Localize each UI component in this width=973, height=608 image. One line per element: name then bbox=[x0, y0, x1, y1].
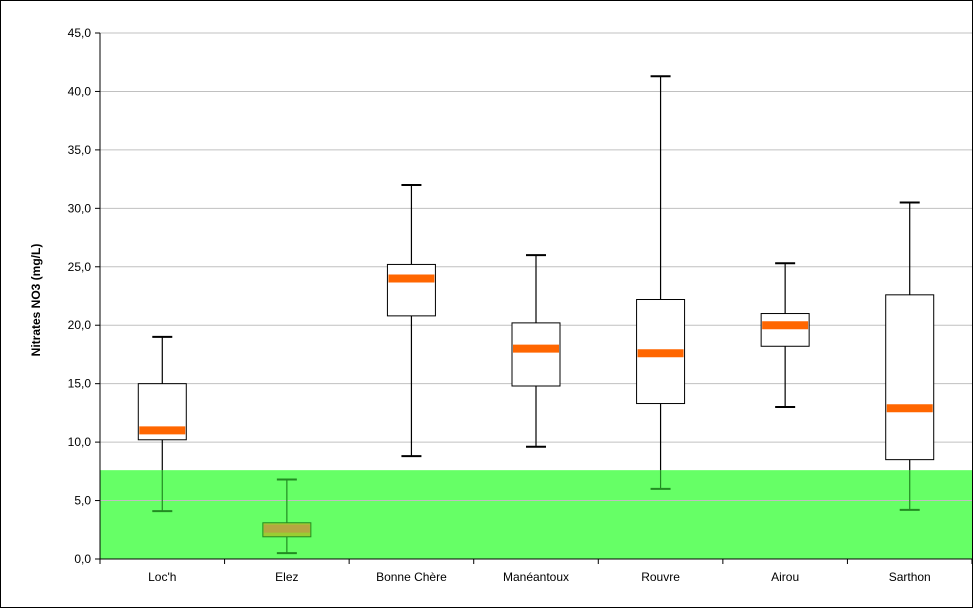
y-tick-label: 10,0 bbox=[68, 435, 92, 449]
x-tick-label: Loc'h bbox=[148, 570, 176, 584]
box-group bbox=[760, 262, 810, 409]
y-tick-label: 45,0 bbox=[68, 26, 92, 40]
iqr-box bbox=[760, 313, 810, 347]
x-tick-label: Sarthon bbox=[889, 570, 931, 584]
y-tick-label: 0,0 bbox=[74, 552, 91, 566]
iqr-box bbox=[511, 322, 561, 387]
y-tick-label: 35,0 bbox=[68, 143, 92, 157]
x-tick-label: Bonne Chère bbox=[376, 570, 447, 584]
iqr-box bbox=[386, 263, 436, 317]
x-tick-label: Rouvre bbox=[641, 570, 680, 584]
y-axis-title: Nitrates NO3 (mg/L) bbox=[29, 244, 43, 357]
box-group bbox=[262, 478, 312, 555]
y-tick-label: 40,0 bbox=[68, 84, 92, 98]
y-tick-label: 20,0 bbox=[68, 318, 92, 332]
y-tick-label: 30,0 bbox=[68, 201, 92, 215]
box-group bbox=[137, 335, 187, 513]
iqr-box bbox=[885, 294, 935, 461]
x-tick-label: Manéantoux bbox=[503, 570, 569, 584]
x-tick-label: Elez bbox=[275, 570, 298, 584]
y-tick-label: 5,0 bbox=[74, 494, 91, 508]
box-group bbox=[511, 254, 561, 448]
y-tick-label: 25,0 bbox=[68, 260, 92, 274]
x-tick-label: Airou bbox=[771, 570, 799, 584]
box-group bbox=[386, 183, 436, 458]
box-group bbox=[885, 201, 935, 511]
threshold-band bbox=[100, 470, 972, 559]
y-tick-label: 15,0 bbox=[68, 377, 92, 391]
box-group bbox=[636, 75, 686, 490]
